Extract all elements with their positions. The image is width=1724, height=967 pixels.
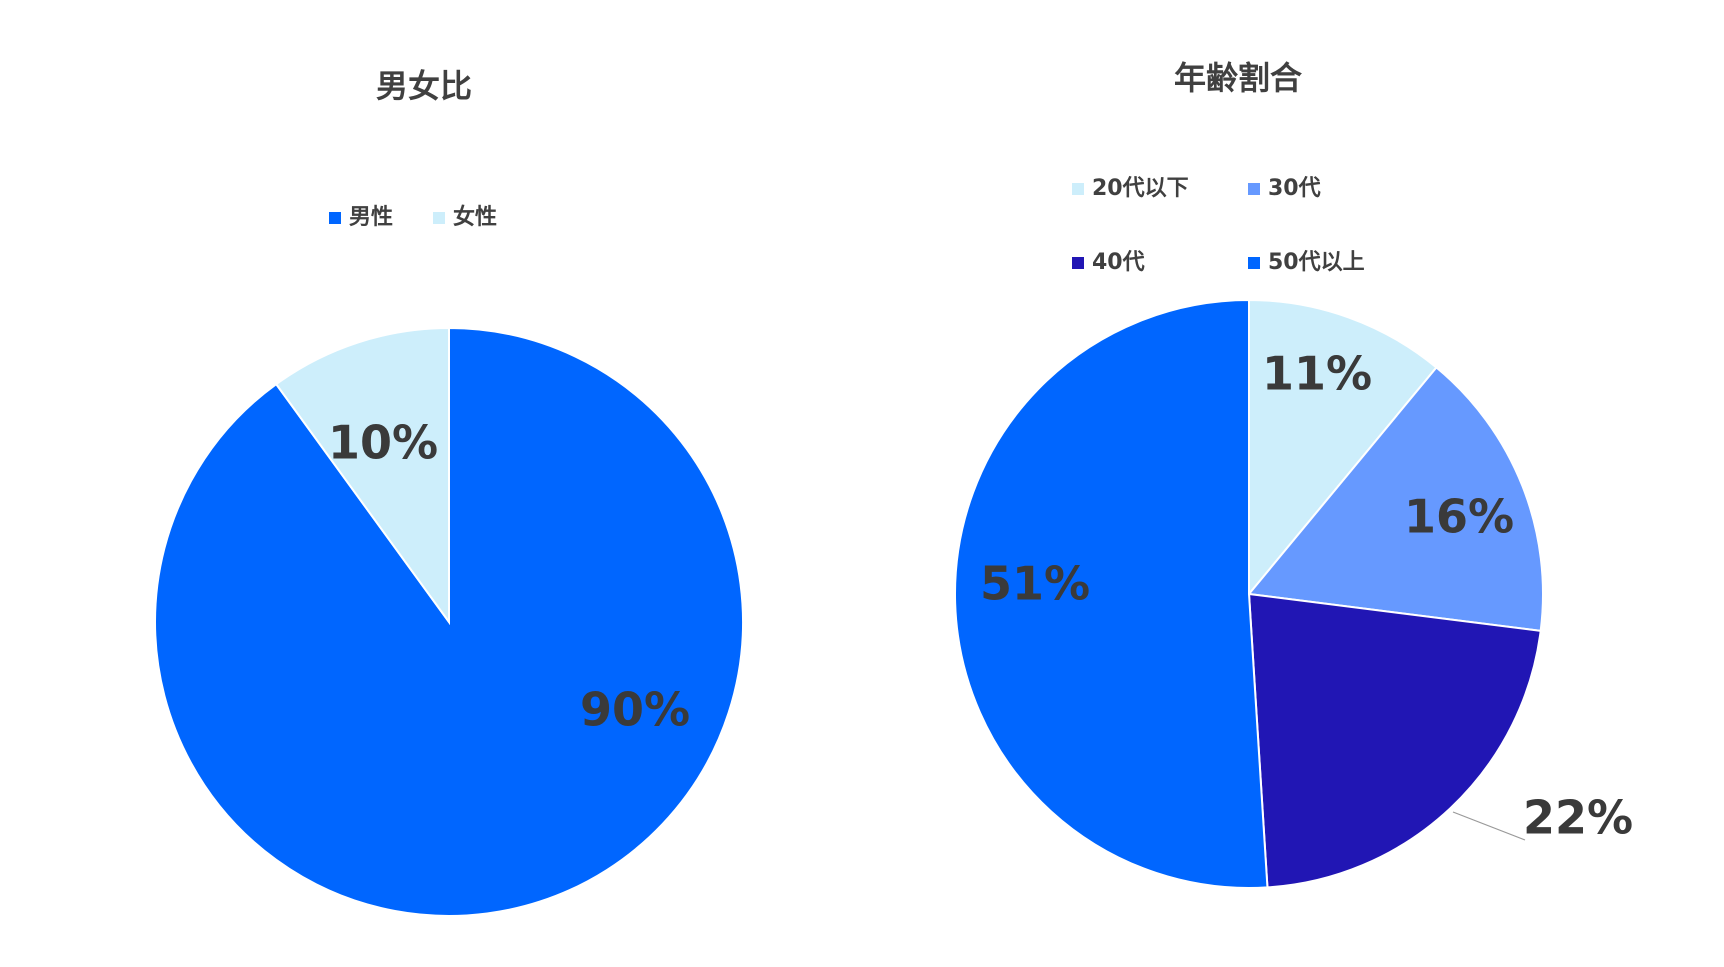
data-label: 51%: [980, 557, 1090, 611]
leader-line: [1452, 811, 1526, 841]
legend-label: 40代: [1092, 250, 1145, 275]
pie-slice: [954, 298, 1269, 889]
data-label: 90%: [580, 683, 690, 737]
legend-swatch: [1248, 183, 1260, 195]
legend-label: 50代以上: [1268, 250, 1365, 275]
legend-swatch: [1248, 257, 1260, 269]
pie-slice: [274, 326, 450, 626]
chart-title: 男女比: [376, 67, 472, 105]
pie-slice: [1248, 298, 1438, 597]
legend-swatch: [1072, 257, 1084, 269]
legend-label: 20代以下: [1092, 176, 1189, 201]
pie-slice: [1247, 592, 1542, 889]
legend-swatch: [433, 212, 445, 224]
data-label: 10%: [328, 416, 438, 470]
pie-slice: [1247, 366, 1544, 632]
legend-label: 男性: [349, 205, 393, 230]
data-label: 16%: [1404, 490, 1514, 544]
legend-label: 女性: [453, 204, 497, 230]
legend-label: 30代: [1268, 176, 1321, 201]
legend-swatch: [329, 212, 341, 224]
data-label: 22%: [1523, 791, 1633, 845]
chart-title: 年齢割合: [1174, 59, 1302, 97]
legend-swatch: [1072, 183, 1084, 195]
data-label: 11%: [1262, 347, 1372, 401]
